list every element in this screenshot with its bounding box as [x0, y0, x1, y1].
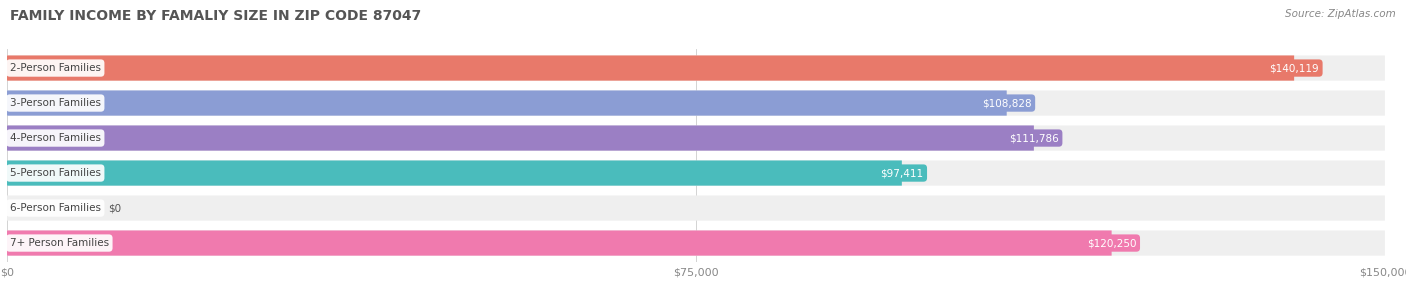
Text: FAMILY INCOME BY FAMALIY SIZE IN ZIP CODE 87047: FAMILY INCOME BY FAMALIY SIZE IN ZIP COD… [10, 9, 420, 23]
Text: 6-Person Families: 6-Person Families [10, 203, 101, 213]
Text: 5-Person Families: 5-Person Families [10, 168, 101, 178]
Text: $97,411: $97,411 [880, 168, 924, 178]
FancyBboxPatch shape [7, 91, 1385, 116]
Text: 7+ Person Families: 7+ Person Families [10, 238, 108, 248]
Text: $120,250: $120,250 [1087, 238, 1136, 248]
FancyBboxPatch shape [7, 160, 1385, 186]
Text: $111,786: $111,786 [1010, 133, 1059, 143]
Text: 3-Person Families: 3-Person Families [10, 98, 101, 108]
Text: 2-Person Families: 2-Person Families [10, 63, 101, 73]
Text: $108,828: $108,828 [981, 98, 1032, 108]
Text: 4-Person Families: 4-Person Families [10, 133, 101, 143]
FancyBboxPatch shape [7, 56, 1294, 81]
FancyBboxPatch shape [7, 231, 1385, 256]
Text: Source: ZipAtlas.com: Source: ZipAtlas.com [1285, 9, 1396, 19]
FancyBboxPatch shape [7, 231, 1112, 256]
Text: $140,119: $140,119 [1270, 63, 1319, 73]
FancyBboxPatch shape [7, 56, 1385, 81]
FancyBboxPatch shape [7, 160, 901, 186]
FancyBboxPatch shape [7, 125, 1385, 151]
FancyBboxPatch shape [7, 125, 1033, 151]
FancyBboxPatch shape [7, 91, 1007, 116]
Text: $0: $0 [108, 203, 121, 213]
FancyBboxPatch shape [7, 196, 1385, 221]
